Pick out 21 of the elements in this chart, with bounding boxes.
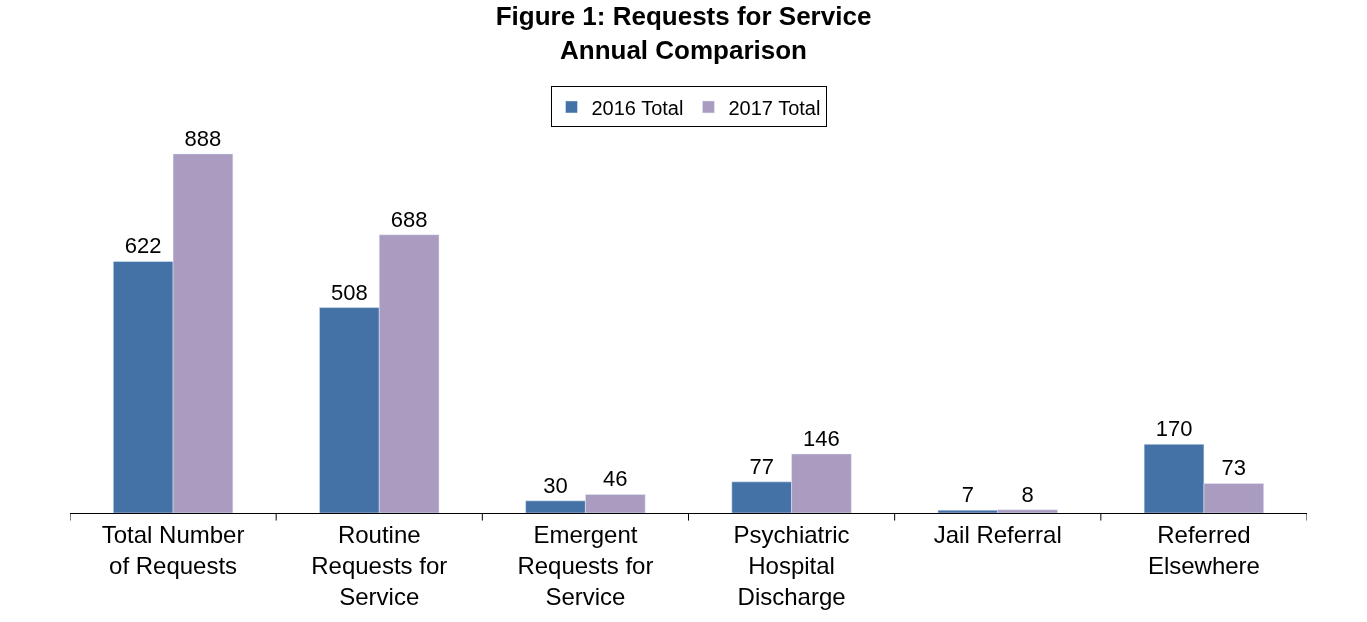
x-tick-label: Psychiatric Hospital Discharge — [733, 520, 850, 611]
data-label: 888 — [184, 125, 222, 151]
data-label: 7 — [961, 482, 974, 508]
x-tick-label: Total Number of Requests — [101, 520, 245, 579]
data-label: 508 — [331, 279, 368, 305]
data-label: 73 — [1221, 455, 1247, 481]
data-label: 8 — [1021, 481, 1034, 507]
data-label: 170 — [1155, 416, 1193, 442]
x-tick-label: Referred Elsewhere — [1147, 520, 1260, 579]
data-label: 46 — [603, 466, 628, 492]
data-label: 622 — [124, 233, 162, 259]
data-label: 688 — [390, 206, 428, 232]
legend-label: 2017 Total — [728, 96, 821, 119]
data-label: 77 — [749, 453, 774, 479]
data-label: 146 — [803, 425, 840, 451]
data-label: 30 — [543, 472, 568, 498]
legend-label: 2016 Total — [591, 96, 684, 119]
x-tick-label: Jail Referral — [933, 520, 1062, 548]
x-tick-label: Emergent Requests for Service — [517, 520, 654, 611]
chart-title: Figure 1: Requests for Service Annual Comparison — [495, 0, 872, 65]
x-tick-label: Routine Requests for Service — [311, 520, 448, 611]
